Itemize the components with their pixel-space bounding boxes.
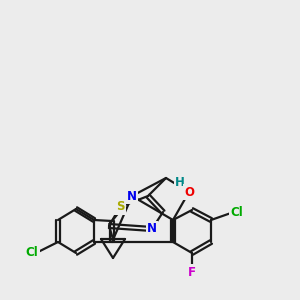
Text: O: O <box>184 185 194 199</box>
Text: F: F <box>188 266 196 278</box>
Text: S: S <box>116 200 124 214</box>
Text: Cl: Cl <box>26 247 38 260</box>
Text: H: H <box>175 176 185 190</box>
Text: N: N <box>147 223 157 236</box>
Text: N: N <box>127 190 137 202</box>
Text: Cl: Cl <box>231 206 243 220</box>
